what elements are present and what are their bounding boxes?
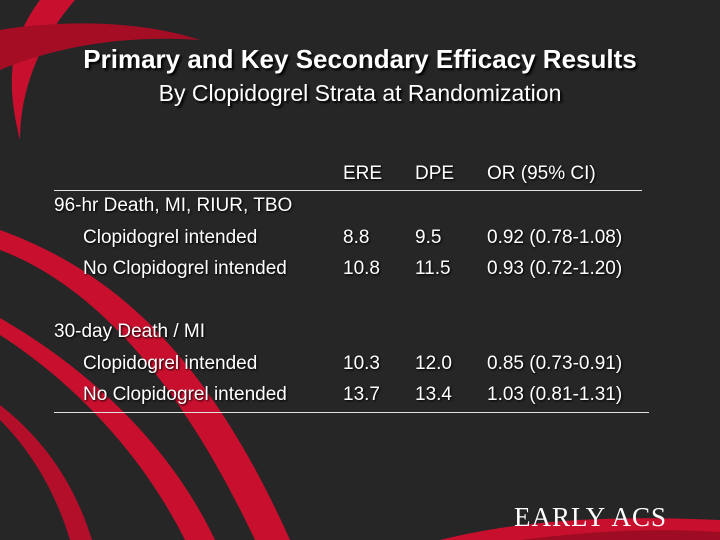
section-label: 30-day Death / MI (54, 321, 206, 342)
row-ere: 10.8 (343, 258, 380, 279)
row-dpe: 13.4 (415, 384, 452, 405)
row-dpe: 12.0 (415, 353, 452, 374)
row-or: 0.85 (0.73-0.91) (487, 353, 623, 374)
row-label: Clopidogrel intended (83, 227, 258, 248)
row-or: 0.93 (0.72-1.20) (487, 258, 623, 279)
section-label: 96-hr Death, MI, RIUR, TBO (54, 195, 293, 216)
row-label: No Clopidogrel intended (83, 258, 287, 279)
red-swoosh (0, 230, 290, 540)
header-or: OR (95% CI) (487, 163, 596, 184)
row-ere: 8.8 (343, 227, 370, 248)
row-dpe: 9.5 (415, 227, 442, 248)
header-ere: ERE (343, 163, 383, 184)
red-swoosh (0, 23, 200, 70)
table-bottom-rule (54, 412, 649, 413)
red-swoosh (520, 530, 720, 540)
row-label: No Clopidogrel intended (83, 384, 287, 405)
row-or: 1.03 (0.81-1.31) (487, 384, 623, 405)
row-dpe: 11.5 (415, 258, 451, 279)
row-label: Clopidogrel intended (83, 353, 258, 374)
red-swoosh (0, 405, 92, 540)
header-divider (54, 190, 642, 191)
header-dpe: DPE (415, 163, 455, 184)
row-ere: 10.3 (343, 353, 380, 374)
row-ere: 13.7 (343, 384, 380, 405)
slide-title: Primary and Key Secondary Efficacy Resul… (83, 44, 637, 74)
early-acs-logo: EARLY ACS (514, 502, 668, 532)
red-swoosh (0, 318, 215, 540)
row-or: 0.92 (0.78-1.08) (487, 227, 623, 248)
slide-subtitle: By Clopidogrel Strata at Randomization (158, 80, 562, 106)
